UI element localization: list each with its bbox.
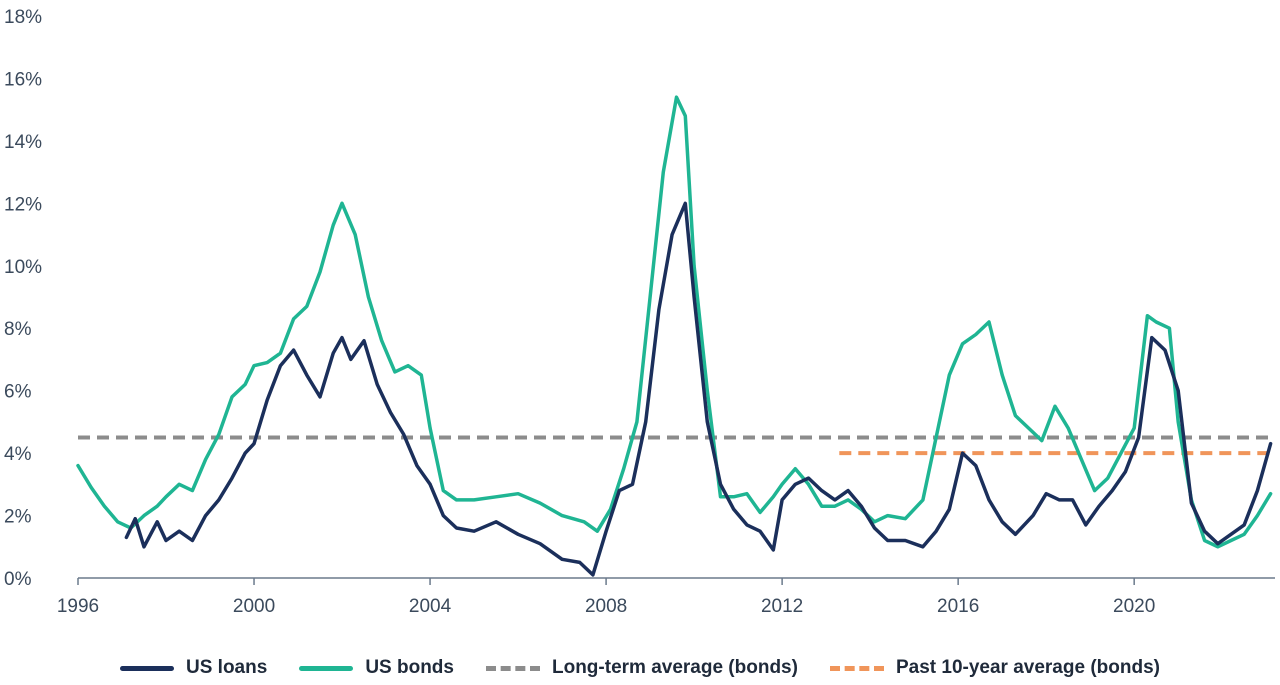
x-tick-label: 1996 — [57, 596, 99, 617]
legend-label: Past 10-year average (bonds) — [895, 657, 1160, 678]
x-tick-label: 2020 — [1113, 596, 1155, 617]
average-lines — [78, 435, 1275, 456]
y-tick-label: 10% — [4, 257, 42, 278]
x-axis-ticks: 1996 2000 2004 2008 2012 2016 2020 — [57, 578, 1155, 617]
y-axis-ticks: 0% 2% 4% 6% 8% 10% 12% 14% 16% 18% — [4, 7, 42, 590]
x-tick-label: 2008 — [585, 596, 627, 617]
y-tick-label: 14% — [4, 132, 42, 153]
legend-label: US bonds — [365, 657, 454, 678]
legend: US loans US bonds Long-term average (bon… — [0, 652, 1280, 684]
y-tick-label: 6% — [4, 382, 32, 403]
y-tick-label: 16% — [4, 69, 42, 90]
x-tick-label: 2004 — [409, 596, 452, 617]
legend-swatch — [299, 665, 354, 671]
series-line-us-loans — [124, 201, 1273, 577]
y-tick-label: 2% — [4, 507, 32, 528]
x-tick-label: 2012 — [761, 596, 803, 617]
series-line-us-bonds — [76, 95, 1273, 549]
legend-item-us-bonds: US bonds — [299, 657, 454, 679]
legend-item-long-term-average: Long-term average (bonds) — [485, 657, 798, 679]
legend-swatch — [120, 665, 174, 671]
legend-swatch — [485, 665, 540, 671]
legend-label: US loans — [186, 657, 268, 678]
y-tick-label: 12% — [4, 194, 42, 215]
y-tick-label: 4% — [4, 444, 32, 465]
x-tick-label: 2000 — [233, 596, 275, 617]
legend-label: Long-term average (bonds) — [551, 657, 798, 678]
legend-item-past-10-year-average: Past 10-year average (bonds) — [829, 657, 1160, 679]
legend-item-us-loans: US loans — [120, 657, 267, 679]
y-tick-label: 0% — [4, 569, 32, 590]
y-tick-label: 8% — [4, 319, 32, 340]
x-tick-label: 2016 — [937, 596, 979, 617]
line-chart: 0% 2% 4% 6% 8% 10% 12% 14% 16% 18% 1996 2000 2004 20… — [4, 7, 1275, 617]
legend-swatch — [829, 665, 884, 671]
series-lines — [76, 95, 1273, 577]
y-tick-label: 18% — [4, 7, 42, 28]
